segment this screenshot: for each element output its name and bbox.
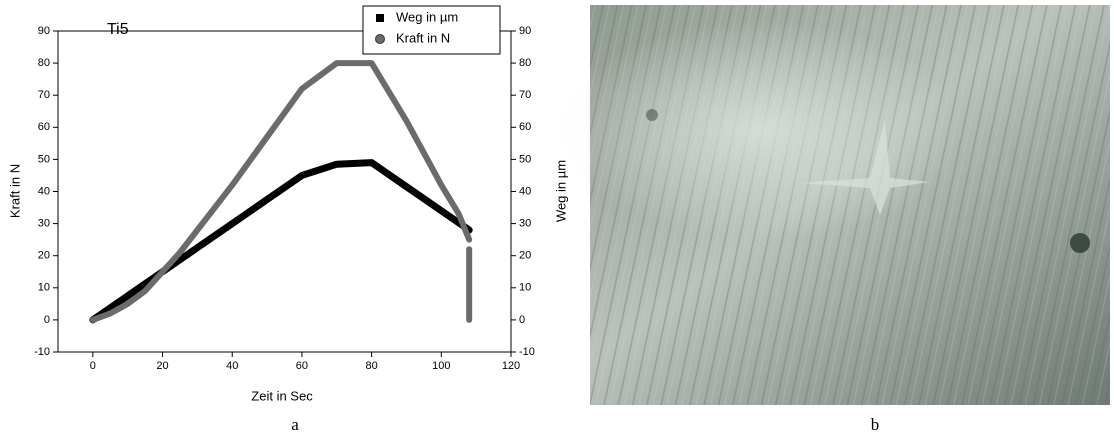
y2-tick-label: 50 [519,153,531,165]
y2-tick-label: 60 [519,121,531,133]
y2-tick-label: 30 [519,218,531,230]
x-tick-label: 120 [502,360,520,372]
y-tick-label: 50 [38,153,50,165]
y-tick-label: 20 [38,250,50,262]
y-axis-label: Kraft in N [7,164,22,218]
y2-tick-label: 20 [519,250,531,262]
y2-tick-label: 70 [519,89,531,101]
caption: b [871,415,880,434]
data-line [89,60,473,323]
y2-tick-label: 40 [519,185,531,197]
y2-tick-label: -10 [519,346,535,358]
x-tick-label: 60 [296,360,308,372]
y-tick-label: -10 [34,346,50,358]
y2-tick-label: 10 [519,282,531,294]
y-tick-label: 0 [44,314,50,326]
y2-tick-label: 0 [519,314,525,326]
data-line [89,159,473,324]
y-tick-label: 80 [38,57,50,69]
y2-tick-label: 90 [519,25,531,37]
y-tick-label: 90 [38,25,50,37]
y2-tick-label: 80 [519,57,531,69]
legend-box [362,5,501,55]
x-tick-label: 20 [156,360,168,372]
chart-title: Ti5 [107,21,129,38]
legend-marker [375,34,385,44]
photo [560,5,1110,405]
x-tick-label: 40 [226,360,238,372]
x-tick-label: 100 [432,360,450,372]
y-tick-label: 30 [38,218,50,230]
y-tick-label: 40 [38,185,50,197]
y-tick-label: 60 [38,121,50,133]
caption: a [291,415,299,434]
legend-marker [376,14,384,22]
x-tick-label: 0 [90,360,96,372]
x-axis-label: Zeit in Sec [251,388,313,403]
y-tick-label: 70 [38,89,50,101]
legend-label: Kraft in N [396,30,450,45]
x-tick-label: 80 [365,360,377,372]
y2-axis-label: Weg in µm [553,160,568,222]
y-tick-label: 10 [38,282,50,294]
legend-label: Weg in µm [396,9,458,24]
